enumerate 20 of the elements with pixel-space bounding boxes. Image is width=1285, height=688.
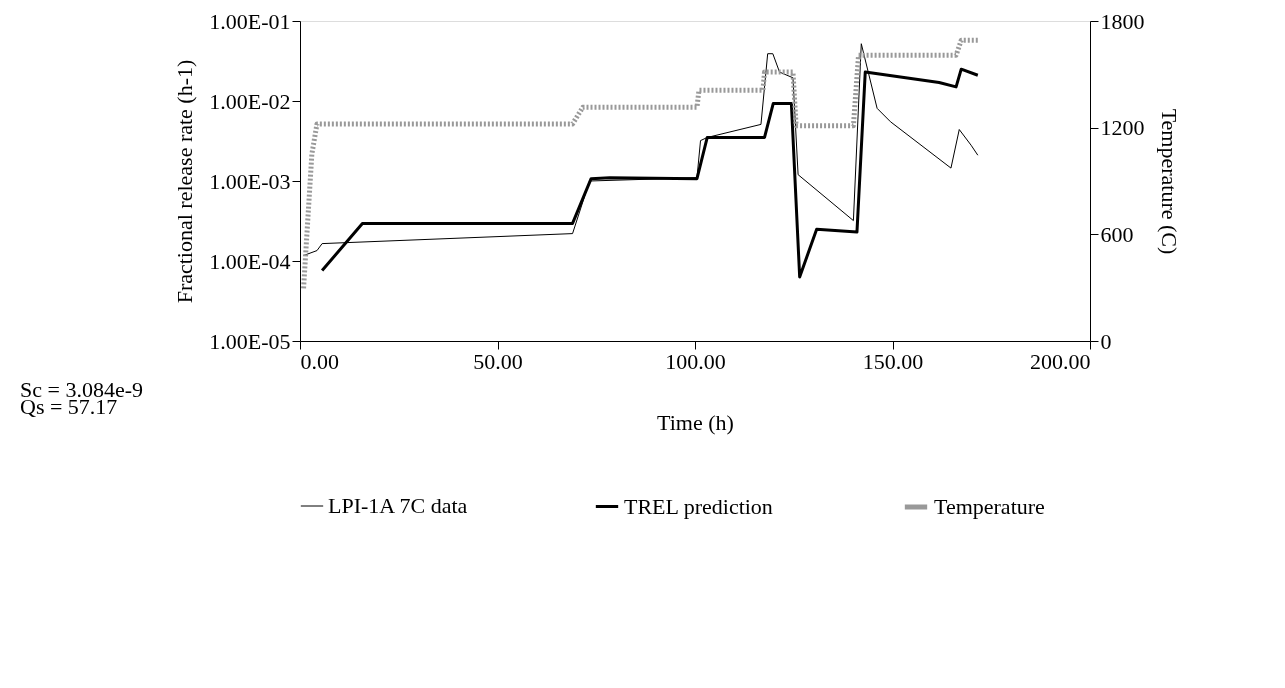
y-tick-label: 1.00E-01: [209, 8, 291, 34]
y-tick-label: 1.00E-04: [209, 248, 291, 274]
x-tick-label: 50.00: [473, 348, 523, 374]
y-tick-label: 1.00E-02: [209, 88, 291, 114]
legend-label: TREL prediction: [624, 493, 773, 519]
x-tick-label: 200.00: [1030, 348, 1091, 374]
y-tick-label: 1.00E-03: [209, 168, 291, 194]
y2-tick-label: 600: [1100, 221, 1134, 247]
y2-tick-label: 1800: [1100, 8, 1145, 34]
y2-tick-label: 1200: [1100, 115, 1145, 141]
y2-tick-label: 0: [1100, 328, 1112, 354]
x-tick-label: 0.00: [300, 348, 339, 374]
x-tick-label: 100.00: [665, 348, 726, 374]
y-axis-title: Fractional release rate (h-1): [172, 59, 198, 304]
legend-label: Temperature: [934, 494, 1045, 519]
y-tick-label: 1.00E-05: [209, 328, 291, 354]
x-tick-label: 150.00: [862, 348, 924, 374]
y2-axis-title: Temperature (C): [1156, 108, 1182, 255]
legend-label: LPI-1A 7C data: [328, 493, 468, 518]
x-axis-title: Time (h): [657, 409, 734, 435]
